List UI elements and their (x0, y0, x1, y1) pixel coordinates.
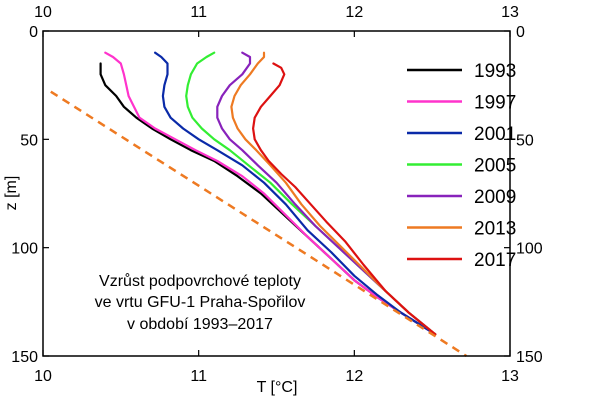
plot-area-group: 10 10 11 11 12 12 13 13 0 0 50 50 100 100 150 150 (11, 4, 543, 385)
legend-label-2017: 2017 (474, 250, 516, 271)
series-line-2013 (230, 51, 437, 336)
x-tick-label-top-12: 12 (345, 4, 363, 21)
legend-label-2013: 2013 (474, 219, 516, 240)
x-tick-label-top-13: 13 (501, 4, 519, 21)
series-line-2001 (154, 51, 437, 336)
series-line-2009 (216, 51, 437, 336)
series-line-1997 (104, 51, 437, 336)
x-tick-label-bottom-12: 12 (345, 368, 363, 385)
trend-line (50, 90, 468, 358)
axis-ticks-group: 10 10 11 11 12 12 13 13 0 0 50 50 100 100 150 150 (11, 4, 543, 385)
y-tick-label-left-50: 50 (20, 132, 38, 149)
y-tick-label-right-50: 50 (516, 132, 534, 149)
y-tick-label-right-150: 150 (516, 349, 543, 366)
x-axis-title: T [°C] (257, 379, 298, 396)
legend-label-2005: 2005 (474, 156, 516, 177)
y-axis-title: z [m] (3, 176, 20, 211)
trend-line-group (50, 90, 468, 358)
x-tick-label-bottom-13: 13 (501, 368, 519, 385)
series-lines-group (99, 51, 437, 336)
legend-label-1997: 1997 (474, 93, 516, 114)
annotation-line-2: ve vrtu GFU-1 Praha-Spořilov (95, 294, 306, 311)
plot-frame (42, 30, 511, 357)
series-line-2017 (252, 62, 437, 336)
x-tick-label-top-11: 11 (190, 4, 207, 21)
legend-label-1993: 1993 (474, 61, 516, 82)
annotation-line-3: v období 1993–2017 (127, 316, 273, 333)
x-tick-label-bottom-11: 11 (190, 368, 207, 385)
legend: 1993 1997 2001 2005 2009 2013 2017 (407, 61, 516, 271)
x-tick-label-bottom-10: 10 (34, 368, 52, 385)
x-tick-label-top-10: 10 (34, 4, 52, 21)
y-tick-label-left-100: 100 (11, 241, 38, 258)
y-tick-label-left-0: 0 (29, 24, 38, 41)
legend-label-2009: 2009 (474, 187, 516, 208)
annotation-line-1: Vzrůst podpovrchové teploty (99, 272, 301, 290)
y-tick-label-right-0: 0 (516, 24, 525, 41)
y-tick-label-left-150: 150 (11, 349, 38, 366)
legend-label-2001: 2001 (474, 124, 516, 145)
y-tick-label-right-100: 100 (516, 241, 543, 258)
